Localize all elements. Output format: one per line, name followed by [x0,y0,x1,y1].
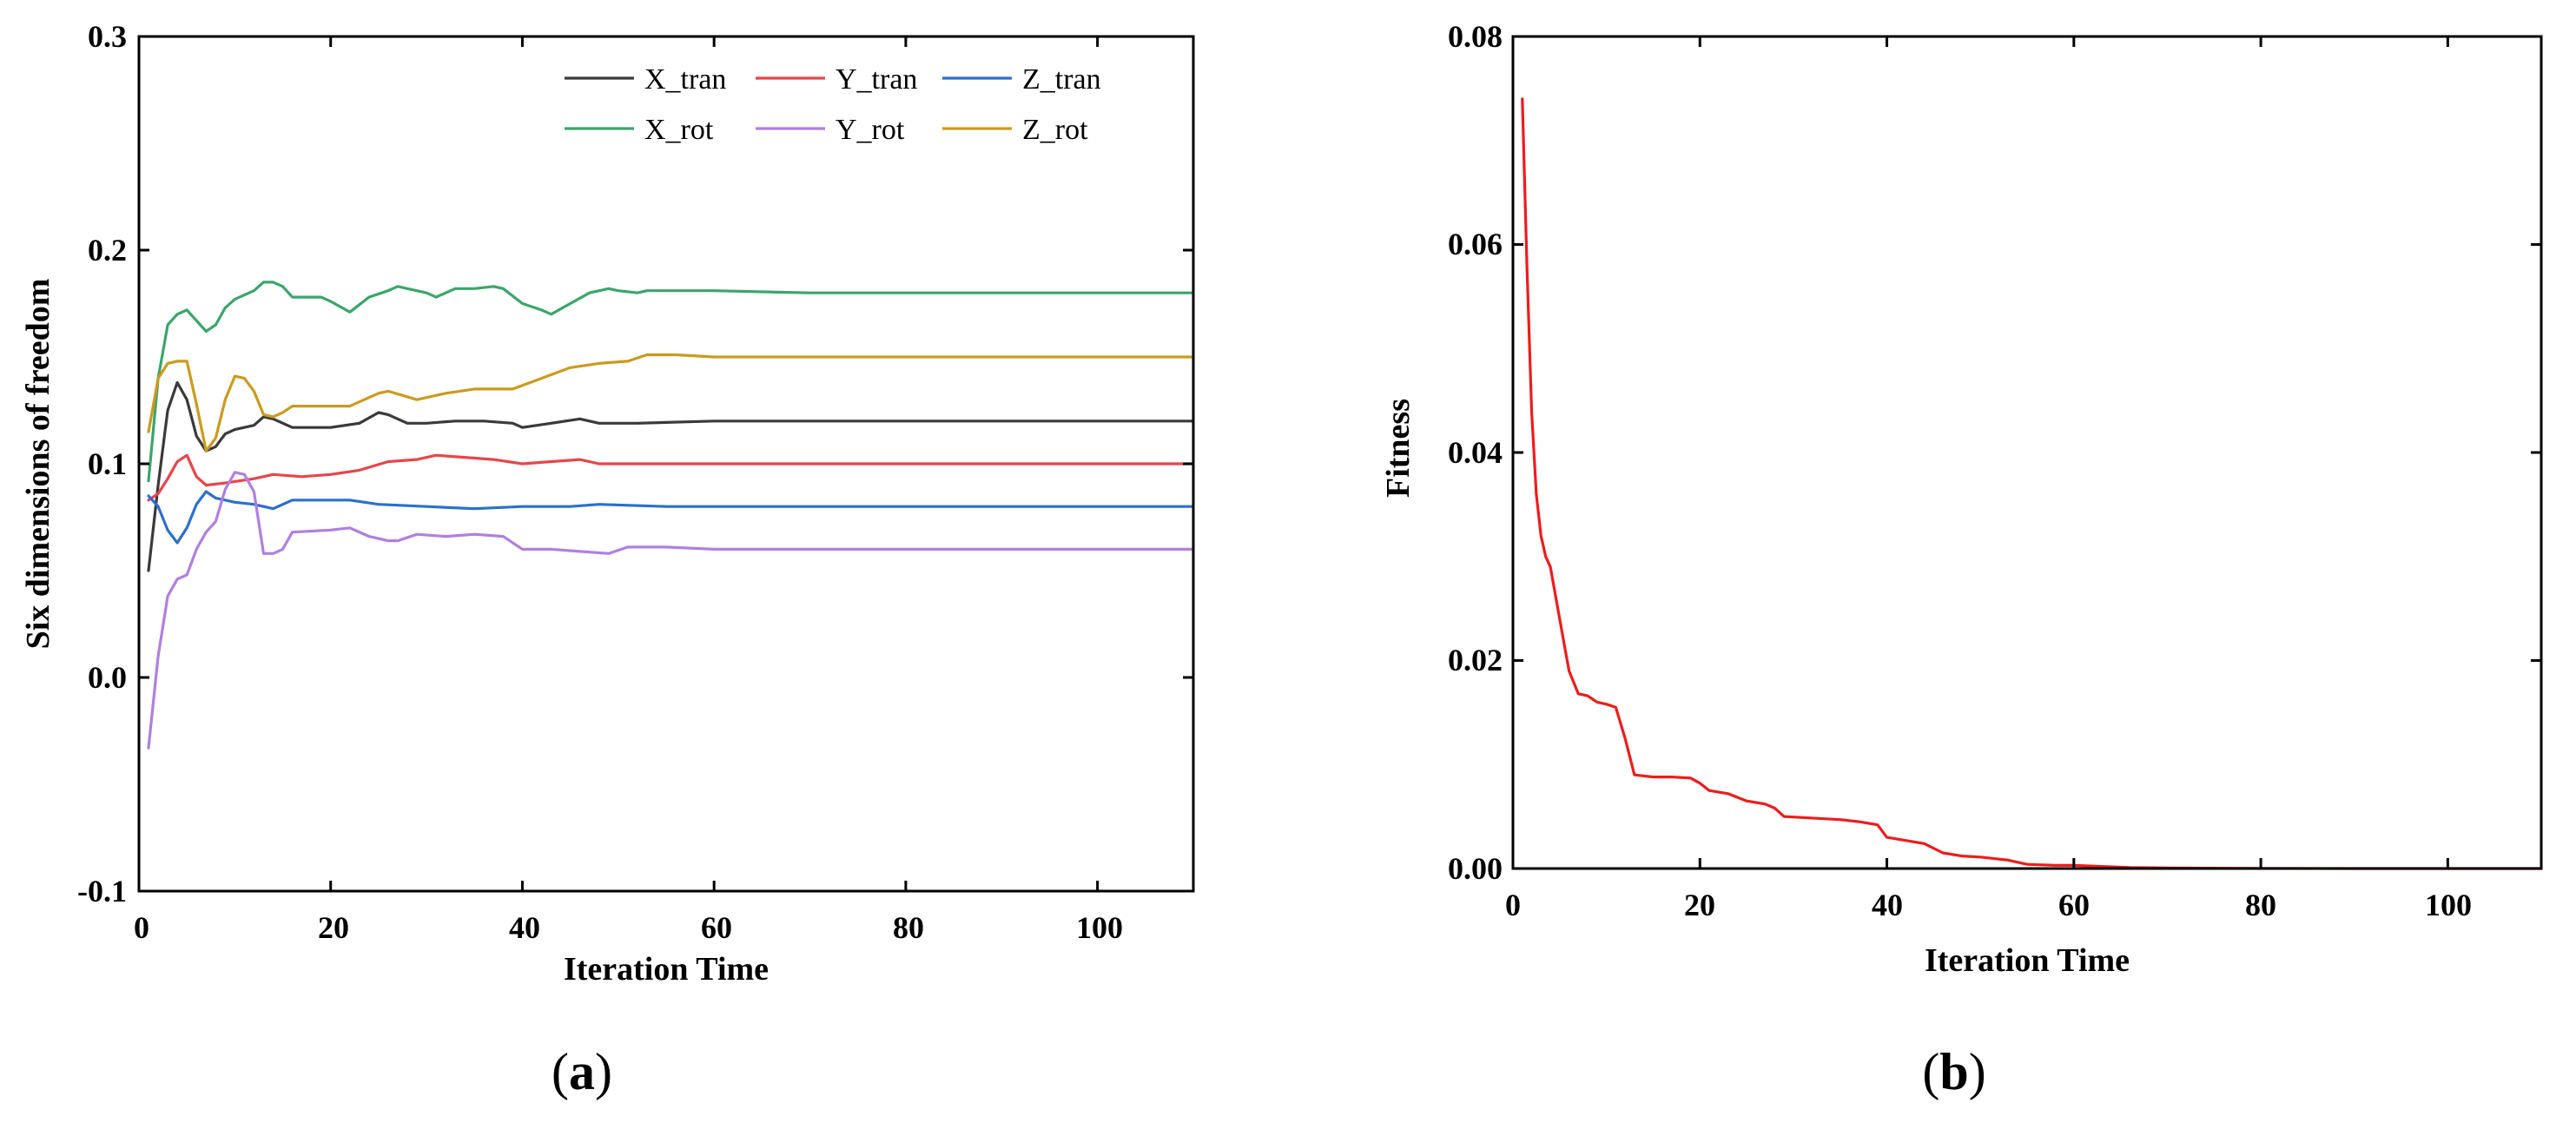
chart-a-xtick-label: 60 [701,910,732,945]
chart-b-xtick-label: 0 [1505,888,1521,922]
chart-a-series-line-x-tran [147,380,1195,572]
legend-label-z-rot: Z_rot [1022,114,1088,146]
chart-b-xtick-label: 60 [2058,888,2090,922]
chart-b-ytick-label: 0.04 [1448,435,1503,470]
chart-b-xtick-label: 20 [1684,888,1715,922]
chart-a-ytick-label: 0.3 [88,19,127,54]
chart-a-xtick-label: 40 [509,910,540,945]
chart-a-ytick-label: 0.0 [88,660,127,695]
chart-a-xtick-label: 100 [1076,910,1123,945]
chart-a-caption: (a) [552,1043,612,1100]
chart-b-ticks [1511,35,2541,870]
chart-a-ytick-label: 0.2 [88,233,127,268]
chart-b-caption-letter: b [1939,1043,1968,1100]
chart-b-ytick-label: 0.06 [1448,227,1503,261]
chart-a-caption-letter: a [569,1043,595,1100]
chart-a-series-line-x-rot [147,281,1195,483]
chart-a-xtick-label: 0 [134,910,149,945]
chart-b-xtick-label: 100 [2425,888,2472,922]
chart-b-xtick-label: 40 [1872,888,1903,922]
chart-a-xlabel: Iteration Time [564,951,769,988]
chart-a-ticks [137,35,1193,893]
legend-label-x-tran: X_tran [644,63,726,96]
chart-a-xtick-label: 20 [318,910,349,945]
chart-a-series-line-z-tran [147,490,1195,545]
chart-b-ylabel: Fitness [1380,399,1417,498]
chart-b-ytick-label: 0.02 [1448,643,1503,677]
chart-a-series-line-y-rot [147,471,1195,750]
chart-b-xlabel: Iteration Time [1925,942,2130,979]
chart-b-series-group [1521,97,2543,870]
legend-label-y-rot: Y_rot [836,114,905,146]
chart-a-series-line-y-tran [147,453,1195,502]
chart-b-xtick-label: 80 [2245,888,2276,922]
legend-label-z-tran: Z_tran [1022,63,1101,96]
legend-label-y-tran: Y_tran [836,63,917,96]
chart-a-xtick-label: 80 [893,910,924,945]
chart-a-ytick-label: -0.1 [77,874,127,908]
chart-a-legend: X_tran Y_tran Z_tran X_rot Y_rot Z_rot [565,63,1101,146]
chart-a-series-group [147,281,1195,750]
legend-label-x-rot: X_rot [644,114,714,146]
chart-a-series-line-z-rot [147,353,1195,453]
chart-a-ylabel: Six dimensions of freedom [20,279,56,650]
chart-b-ytick-label: 0.00 [1448,851,1503,886]
chart-b: 0.08 0.06 0.04 0.02 0.00 0 20 40 60 80 1… [1380,19,2543,1100]
chart-b-ytick-label: 0.08 [1448,19,1503,54]
chart-b-frame [1511,35,2543,870]
chart-a-ytick-label: 0.1 [88,446,127,481]
chart-a: 0.3 0.2 0.1 0.0 -0.1 0 20 40 60 80 100 I… [20,19,1195,1100]
chart-b-caption: (b) [1922,1043,1985,1100]
chart-b-series-line-fitness [1521,97,2543,870]
